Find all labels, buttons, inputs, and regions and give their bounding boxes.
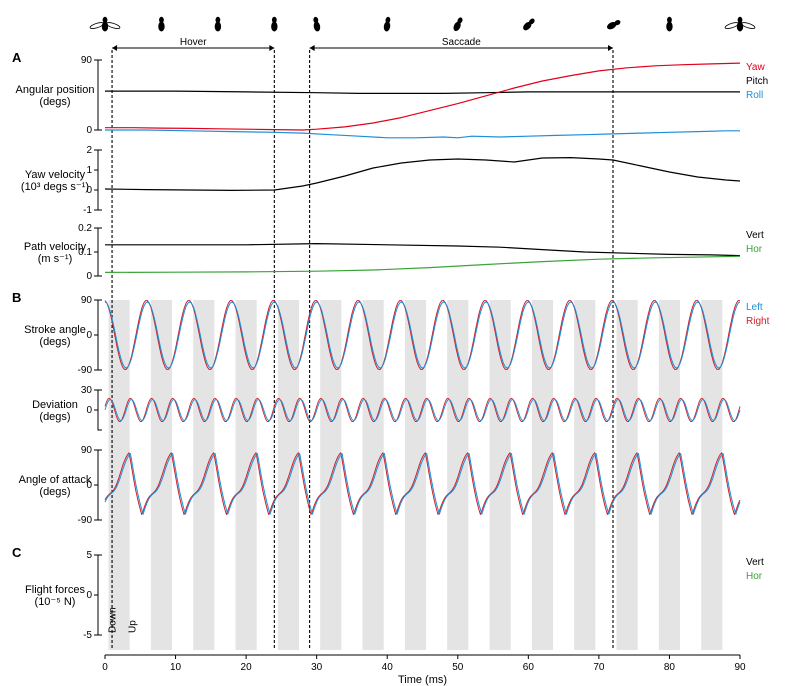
y-axis-label: Stroke angle [24, 324, 86, 336]
svg-text:-1: -1 [83, 205, 92, 216]
fly-icon [271, 17, 277, 32]
y-axis-label: Angle of attack [19, 474, 92, 486]
svg-text:0: 0 [86, 330, 92, 341]
y-axis-label: (10⁻⁵ N) [35, 596, 76, 608]
fly-icon [724, 17, 755, 32]
series-legend: Hor [746, 571, 763, 582]
fly-icon [666, 17, 672, 32]
svg-text:0: 0 [86, 271, 92, 282]
fly-icon [312, 16, 321, 32]
x-tick-label: 80 [664, 662, 676, 673]
chart-svg: HoverSaccade090Angular position(degs)AYa… [0, 0, 799, 686]
series-legend: Left [746, 302, 763, 313]
y-axis-label: Yaw velocity [25, 169, 86, 181]
x-tick-label: 20 [241, 662, 253, 673]
phase-label: Saccade [442, 37, 481, 48]
x-axis-label: Time (ms) [398, 674, 447, 686]
phase-label: Hover [180, 37, 207, 48]
svg-text:5: 5 [86, 550, 92, 561]
series-legend: Vert [746, 557, 764, 568]
fly-icon [452, 16, 464, 32]
svg-text:90: 90 [81, 445, 93, 456]
series-legend: Hor [746, 244, 763, 255]
fly-icon [215, 17, 221, 32]
svg-text:90: 90 [81, 55, 93, 66]
svg-text:0: 0 [86, 125, 92, 136]
downstroke-label: Down [108, 607, 119, 633]
fly-icon [522, 17, 537, 32]
series-legend: Roll [746, 90, 763, 101]
svg-text:1: 1 [86, 165, 92, 176]
x-tick-label: 0 [102, 662, 108, 673]
panel-letter: B [12, 290, 21, 305]
y-axis-label: (degs) [39, 486, 70, 498]
svg-text:0: 0 [86, 405, 92, 416]
panel-letter: C [12, 545, 22, 560]
y-axis-label: (m s⁻¹) [38, 253, 73, 265]
y-axis-label: Flight forces [25, 584, 85, 596]
fly-icon [606, 18, 622, 31]
x-tick-label: 10 [170, 662, 182, 673]
fly-icon [158, 17, 164, 32]
y-axis-label: Deviation [32, 399, 78, 411]
svg-text:0: 0 [86, 590, 92, 601]
y-axis-label: Angular position [16, 84, 95, 96]
upstroke-label: Up [127, 620, 138, 633]
x-tick-label: 40 [382, 662, 394, 673]
series-legend: Pitch [746, 76, 768, 87]
fly-icon [383, 16, 391, 31]
series-legend: Right [746, 316, 770, 327]
x-tick-label: 30 [311, 662, 323, 673]
x-tick-label: 90 [734, 662, 746, 673]
y-axis-label: (10³ degs s⁻¹) [21, 181, 89, 193]
svg-text:-90: -90 [78, 365, 93, 376]
series-legend: Vert [746, 230, 764, 241]
y-axis-label: (degs) [39, 96, 70, 108]
x-tick-label: 50 [452, 662, 464, 673]
svg-text:90: 90 [81, 295, 93, 306]
y-axis-label: Path velocity [24, 241, 87, 253]
svg-text:30: 30 [81, 385, 93, 396]
x-tick-label: 60 [523, 662, 535, 673]
panel-letter: A [12, 50, 22, 65]
figure-root: HoverSaccade090Angular position(degs)AYa… [0, 0, 799, 686]
y-axis-label: (degs) [39, 336, 70, 348]
svg-text:0.2: 0.2 [78, 223, 92, 234]
svg-text:2: 2 [86, 145, 92, 156]
y-axis-label: (degs) [39, 411, 70, 423]
svg-text:-5: -5 [83, 630, 92, 641]
series-legend: Yaw [746, 62, 765, 73]
x-tick-label: 70 [593, 662, 605, 673]
fly-icon [89, 17, 120, 32]
svg-text:-90: -90 [78, 515, 93, 526]
